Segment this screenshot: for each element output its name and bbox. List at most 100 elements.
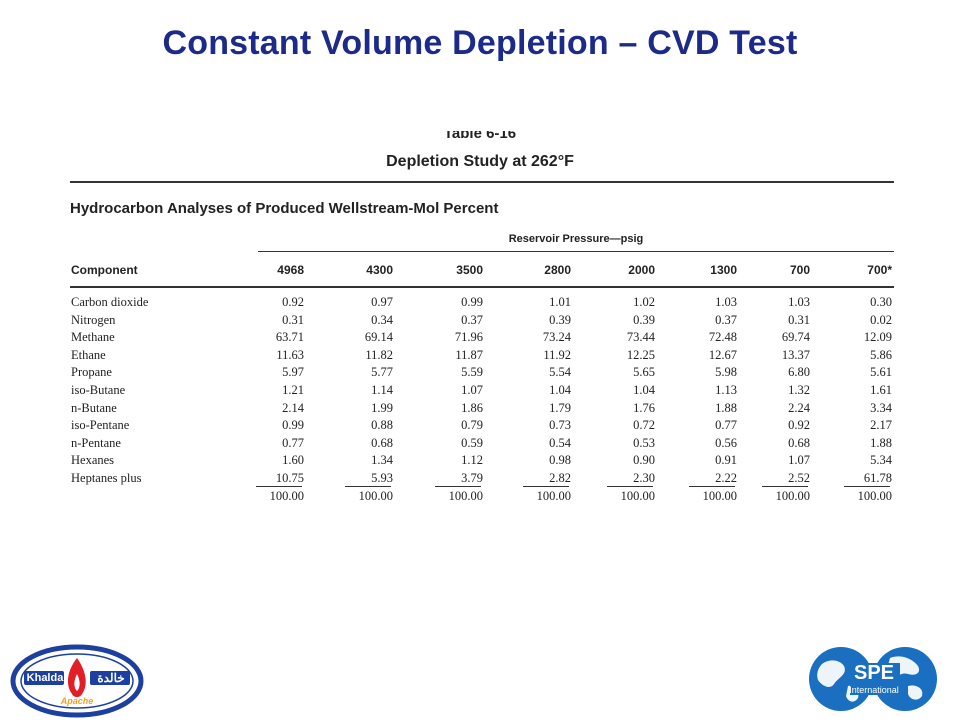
pressure-column-header: 4968 [277,263,304,277]
mol-percent-cell: 0.56 [715,435,737,450]
table-row: iso-Butane 1.21 1.14 1.07 1.04 1.04 1.13 1.32 1.… [70,383,900,401]
mol-percent-cell: 2.17 [870,418,892,433]
mol-percent-cell: 1.34 [371,453,393,468]
total-cell: 100.00 [702,488,737,503]
mol-percent-cell: 12.67 [708,347,737,362]
mol-percent-cell: 0.90 [633,453,655,468]
mol-percent-cell: 1.88 [870,435,892,450]
sum-underline [345,485,391,487]
mol-percent-cell: 0.34 [371,312,393,327]
mol-percent-cell: 73.44 [626,330,655,345]
sum-underline [435,485,481,487]
mol-percent-cell: 0.37 [715,312,737,327]
mol-percent-cell: 72.48 [708,330,737,345]
slide-title: Constant Volume Depletion – CVD Test [162,24,798,62]
mol-percent-cell: 11.87 [455,347,483,362]
component-name: Nitrogen [71,312,116,327]
header-rule [70,286,894,288]
component-name: n-Butane [71,400,117,415]
mol-percent-cell: 5.59 [461,365,483,380]
sum-underline [523,485,569,487]
mol-percent-cell: 0.99 [282,418,304,433]
composition-table-body: Carbon dioxide 0.92 0.97 0.99 1.01 1.02 1.03 1.… [70,295,900,506]
pressure-column-header: 3500 [456,263,483,277]
pressure-column-header: 2800 [544,263,571,277]
top-rule [70,181,894,183]
mol-percent-cell: 0.30 [870,295,892,309]
mol-percent-cell: 71.96 [454,330,483,345]
sum-underline [607,485,653,487]
component-name: iso-Butane [71,382,126,397]
pressure-column-header: 700* [867,263,892,277]
mol-percent-cell: 5.93 [371,470,393,485]
mol-percent-cell: 0.92 [788,418,810,433]
mol-percent-cell: 0.98 [549,453,571,468]
pressure-column-header: 1300 [710,263,737,277]
mol-percent-cell: 10.75 [275,470,304,485]
mol-percent-cell: 5.61 [870,365,892,380]
mol-percent-cell: 3.79 [461,470,483,485]
mol-percent-cell: 0.31 [282,312,304,327]
mol-percent-cell: 0.39 [633,312,655,327]
mol-percent-cell: 5.98 [715,365,737,380]
mol-percent-cell: 63.71 [275,330,304,345]
spe-logo-subtext: International [849,685,899,695]
mol-percent-cell: 2.52 [788,470,810,485]
mol-percent-cell: 2.82 [549,470,571,485]
table-row: Methane 63.71 69.14 71.96 73.24 73.44 72.48 69.… [70,330,900,348]
mol-percent-cell: 2.24 [788,400,810,415]
mol-percent-cell: 0.02 [870,312,892,327]
mol-percent-cell: 13.37 [781,347,810,362]
mol-percent-cell: 73.24 [542,330,571,345]
total-cell: 100.00 [448,488,483,503]
khalda-logo: Khalda خالدة Apache [10,644,144,723]
mol-percent-cell: 1.07 [788,453,810,468]
component-name: iso-Pentane [71,418,130,433]
mol-percent-cell: 0.39 [549,312,571,327]
component-name: Propane [71,365,112,380]
sum-underline [256,485,302,487]
mol-percent-cell: 0.99 [461,295,483,309]
mol-percent-cell: 0.68 [371,435,393,450]
table-row: Heptanes plus 10.75 5.93 3.79 2.82 2.30 2.22 2.… [70,471,900,489]
mol-percent-cell: 1.60 [282,453,304,468]
pressure-group-header: Reservoir Pressure—psig [508,233,644,245]
globe-icon [809,647,937,711]
component-column-header: Component [71,263,138,277]
pressure-column-header: 700 [789,263,810,277]
mol-percent-cell: 5.97 [282,365,304,380]
khalda-logo-text-apache: Apache [60,696,94,706]
spe-logo-text: SPE [853,662,895,684]
component-name: Methane [71,330,115,345]
mol-percent-cell: 1.04 [633,382,655,397]
total-cell: 100.00 [620,488,655,503]
mol-percent-cell: 0.77 [715,418,737,433]
mol-percent-cell: 1.03 [715,295,737,309]
total-cell: 100.00 [536,488,571,503]
mol-percent-cell: 5.54 [549,365,571,380]
component-name: n-Pentane [71,435,121,450]
mol-percent-cell: 1.32 [788,382,810,397]
mol-percent-cell: 2.22 [715,470,737,485]
total-cell: 100.00 [775,488,810,503]
mol-percent-cell: 61.78 [863,470,892,485]
khalda-logo-text-en: Khalda [26,672,64,684]
total-cell: 100.00 [358,488,393,503]
sum-underline [762,485,808,487]
group-header-rule [258,251,894,252]
mol-percent-cell: 12.25 [626,347,655,362]
mol-percent-cell: 1.88 [715,400,737,415]
mol-percent-cell: 0.68 [788,435,810,450]
mol-percent-cell: 5.77 [371,365,393,380]
table-row: iso-Pentane 0.99 0.88 0.79 0.73 0.72 0.77 0.92 2… [70,418,900,436]
khalda-logo-text-ar: خالدة [97,671,125,685]
mol-percent-cell: 0.79 [461,418,483,433]
pressure-column-header: 2000 [628,263,655,277]
table-row: Nitrogen 0.31 0.34 0.37 0.39 0.39 0.37 0.31 0.02 [70,313,900,331]
mol-percent-cell: 1.04 [549,382,571,397]
mol-percent-cell: 69.74 [781,330,810,345]
mol-percent-cell: 1.01 [549,295,571,309]
table-number: Table 6-16 [443,131,517,142]
table-row: Carbon dioxide 0.92 0.97 0.99 1.01 1.02 1.03 1.… [70,295,900,313]
sum-underline [844,485,890,487]
